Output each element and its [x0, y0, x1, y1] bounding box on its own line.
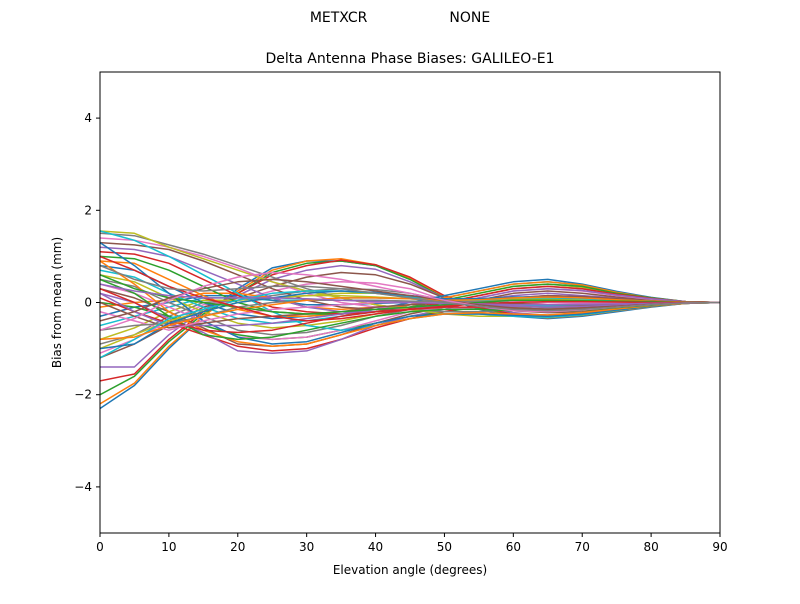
y-tick-label: −2 [74, 388, 92, 402]
suptitle-right: NONE [449, 10, 491, 26]
series-line-48 [100, 264, 720, 312]
x-tick-label: 20 [230, 540, 245, 554]
x-tick-label: 60 [506, 540, 521, 554]
figure-suptitle: METXCR NONE [0, 10, 800, 26]
series-line-46 [100, 278, 720, 322]
y-tick-label: −4 [74, 480, 92, 494]
x-tick-label: 80 [643, 540, 658, 554]
y-tick-label: 0 [84, 296, 92, 310]
x-tick-label: 30 [299, 540, 314, 554]
x-tick-label: 70 [575, 540, 590, 554]
series-line-43 [100, 274, 720, 315]
y-axis-ticks: −4 −2 0 2 4 [74, 111, 100, 494]
series-line-42 [100, 296, 720, 341]
x-axis-ticks: 0 10 20 30 40 50 60 70 80 90 [96, 533, 728, 554]
y-tick-label: 2 [84, 203, 92, 217]
series-lines [100, 230, 720, 410]
x-tick-label: 0 [96, 540, 104, 554]
x-tick-label: 50 [437, 540, 452, 554]
x-tick-label: 40 [368, 540, 383, 554]
series-line-16 [100, 287, 720, 348]
chart-title: Delta Antenna Phase Biases: GALILEO-E1 [265, 51, 554, 67]
suptitle-left: METXCR [309, 10, 368, 26]
series-line-24 [100, 251, 720, 315]
series-line-45 [100, 283, 720, 306]
x-axis-label: Elevation angle (degrees) [333, 563, 487, 577]
y-tick-label: 4 [84, 111, 92, 125]
x-tick-label: 10 [161, 540, 176, 554]
y-axis-label: Bias from mean (mm) [50, 237, 64, 368]
x-tick-label: 90 [712, 540, 727, 554]
series-line-1 [100, 260, 720, 410]
